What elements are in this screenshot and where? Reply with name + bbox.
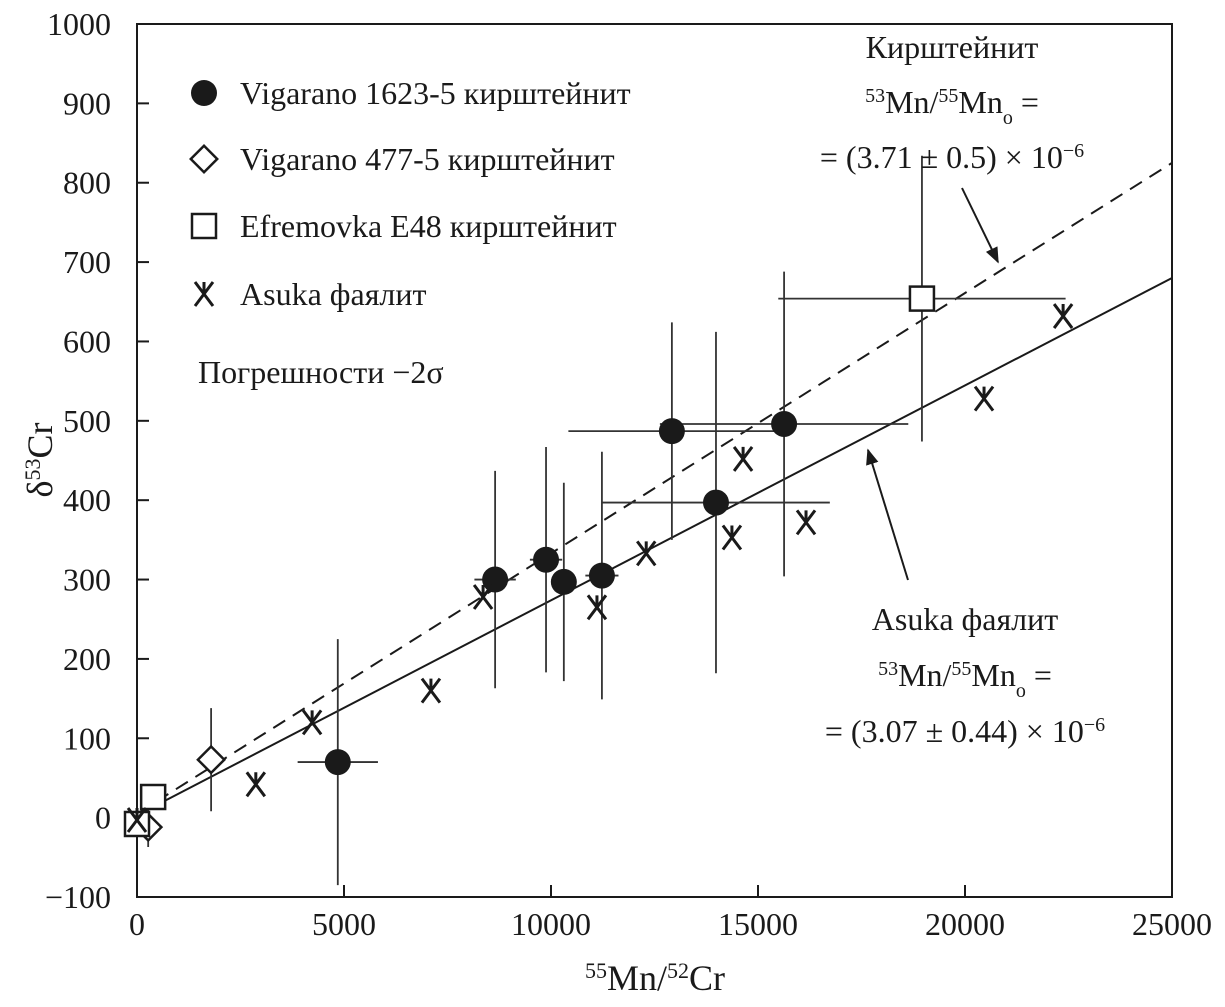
y-axis-label: δ53Cr xyxy=(20,423,61,498)
data-point-asterisk xyxy=(1052,303,1074,329)
data-point-asterisk xyxy=(586,594,608,621)
data-point-asterisk xyxy=(636,540,657,567)
x-tick-label: 0 xyxy=(129,906,145,942)
data-point-filled-circle xyxy=(771,410,798,437)
legend-label: Vigarano 1623-5 кирштейнит xyxy=(240,75,631,111)
data-point-asterisk xyxy=(472,584,494,610)
y-tick-label: 300 xyxy=(63,562,111,598)
data-point-filled-circle xyxy=(533,546,560,573)
x-tick-label: 20000 xyxy=(925,906,1005,942)
data-point-asterisk xyxy=(732,446,754,472)
y-tick-label: 600 xyxy=(63,323,111,359)
y-tick-label: −100 xyxy=(45,879,111,915)
y-tick-label: 500 xyxy=(63,403,111,439)
y-tick-label: 700 xyxy=(63,244,111,280)
y-tick-label: 1000 xyxy=(47,6,111,42)
legend-label: Efremovka E48 кирштейнит xyxy=(240,208,617,244)
x-tick-label: 5000 xyxy=(312,906,376,942)
legend-label: Vigarano 477-5 кирштейнит xyxy=(240,141,615,177)
kirshteinite-arrow xyxy=(961,187,999,264)
y-tick-label: 800 xyxy=(63,165,111,201)
x-tick-label: 15000 xyxy=(718,906,798,942)
plot-frame xyxy=(136,23,1173,898)
legend-marker-open-square xyxy=(190,212,218,240)
y-tick-label: 0 xyxy=(95,800,111,836)
data-point-asterisk xyxy=(126,807,148,833)
data-point-open-square xyxy=(139,783,167,811)
data-point-asterisk xyxy=(721,524,743,551)
x-axis-label: 55Mn/52Cr xyxy=(585,958,725,999)
y-tick-label: 100 xyxy=(63,720,111,756)
error-note: Погрешности −2σ xyxy=(198,354,444,390)
data-point-open-diamond xyxy=(196,744,227,775)
svg-text:53Mn/55Mno =: 53Mn/55Mno = xyxy=(878,657,1052,702)
kirshteinite-annotation: Кирштейнит 53Mn/55Mno = = (3.71 ± 0.5) ×… xyxy=(820,29,1084,175)
y-tick-label: 400 xyxy=(63,482,111,518)
svg-text:Asuka фаялит: Asuka фаялит xyxy=(872,601,1059,637)
legend-marker-open-diamond xyxy=(189,144,219,174)
data-point-filled-circle xyxy=(588,562,615,589)
data-point-filled-circle xyxy=(658,418,685,445)
legend-marker-filled-circle xyxy=(191,80,217,106)
legend-label: Asuka фаялит xyxy=(240,276,427,312)
asuka-arrow xyxy=(866,448,909,581)
y-tick-label: 200 xyxy=(63,641,111,677)
svg-text:53Mn/55Mno =: 53Mn/55Mno = xyxy=(865,84,1039,129)
x-tick-label: 10000 xyxy=(511,906,591,942)
svg-text:= (3.71 ± 0.5) × 10−6: = (3.71 ± 0.5) × 10−6 xyxy=(820,139,1084,175)
data-point-filled-circle xyxy=(550,568,577,595)
data-point-asterisk xyxy=(973,385,995,412)
data-point-asterisk xyxy=(301,709,323,736)
data-point-open-square xyxy=(908,285,936,312)
data-point-filled-circle xyxy=(702,489,729,516)
data-point-filled-circle xyxy=(324,749,351,776)
data-point-asterisk xyxy=(420,677,442,704)
kirshteinite-fit-line xyxy=(136,162,1173,815)
svg-text:= (3.07 ± 0.44) × 10−6: = (3.07 ± 0.44) × 10−6 xyxy=(825,713,1105,749)
y-tick-label: 900 xyxy=(63,85,111,121)
data-point-asterisk xyxy=(795,509,817,536)
data-point-filled-circle xyxy=(482,566,509,593)
data-point-asterisk xyxy=(245,771,267,798)
x-tick-label: 25000 xyxy=(1132,906,1212,942)
legend-marker-asterisk xyxy=(193,281,215,307)
asuka-annotation: Asuka фаялит 53Mn/55Mno = = (3.07 ± 0.44… xyxy=(825,601,1105,749)
svg-text:Кирштейнит: Кирштейнит xyxy=(866,29,1039,65)
